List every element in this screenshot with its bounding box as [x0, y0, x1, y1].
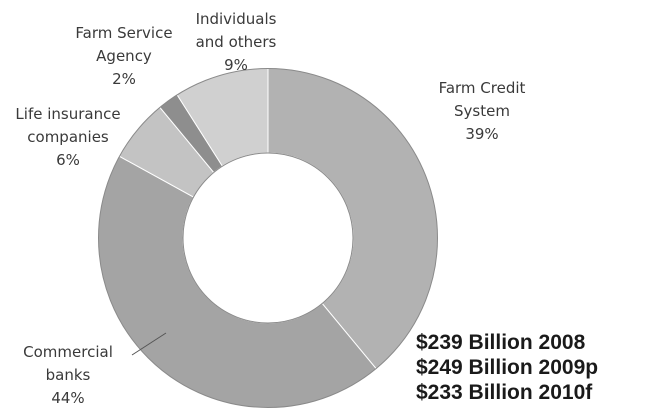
label-life-insurance-line-2: 6% [56, 151, 80, 169]
label-farm-service-line-0: Farm Service [75, 24, 172, 42]
label-leaders [131, 332, 167, 356]
totals-annotation: $239 Billion 2008 $249 Billion 2009p $23… [416, 330, 648, 405]
label-farm-service: Farm Service Agency 2% [75, 24, 172, 88]
label-individuals-line-0: Individuals [196, 10, 277, 28]
slice-labels: Farm Credit System 39% Commercial banks 44% Li… [15, 10, 525, 407]
label-commercial-banks-line-0: Commercial [23, 343, 113, 361]
label-farm-credit: Farm Credit System 39% [439, 79, 526, 143]
label-life-insurance: Life insurance companies 6% [15, 105, 120, 169]
label-farm-service-line-2: 2% [112, 70, 136, 88]
label-individuals-line-1: and others [196, 33, 277, 51]
label-individuals-line-2: 9% [224, 56, 248, 74]
donut-outer-rim [98, 68, 438, 408]
label-life-insurance-line-0: Life insurance [15, 105, 120, 123]
label-farm-credit-line-1: System [454, 102, 510, 120]
label-commercial-banks-line-1: banks [46, 366, 91, 384]
total-2008: $239 Billion 2008 [416, 331, 586, 354]
label-life-insurance-line-1: companies [27, 128, 109, 146]
label-farm-credit-line-0: Farm Credit [439, 79, 526, 97]
label-commercial-banks: Commercial banks 44% [23, 343, 113, 407]
donut-slices [97, 67, 439, 409]
label-farm-credit-line-2: 39% [465, 125, 498, 143]
label-farm-service-line-1: Agency [96, 47, 152, 65]
label-individuals: Individuals and others 9% [196, 10, 277, 74]
commercial-banks-leader [131, 332, 167, 356]
total-2009: $249 Billion 2009p [416, 356, 599, 379]
donut-hole [182, 152, 354, 324]
label-commercial-banks-line-2: 44% [51, 389, 84, 407]
total-2010: $233 Billion 2010f [416, 381, 593, 404]
